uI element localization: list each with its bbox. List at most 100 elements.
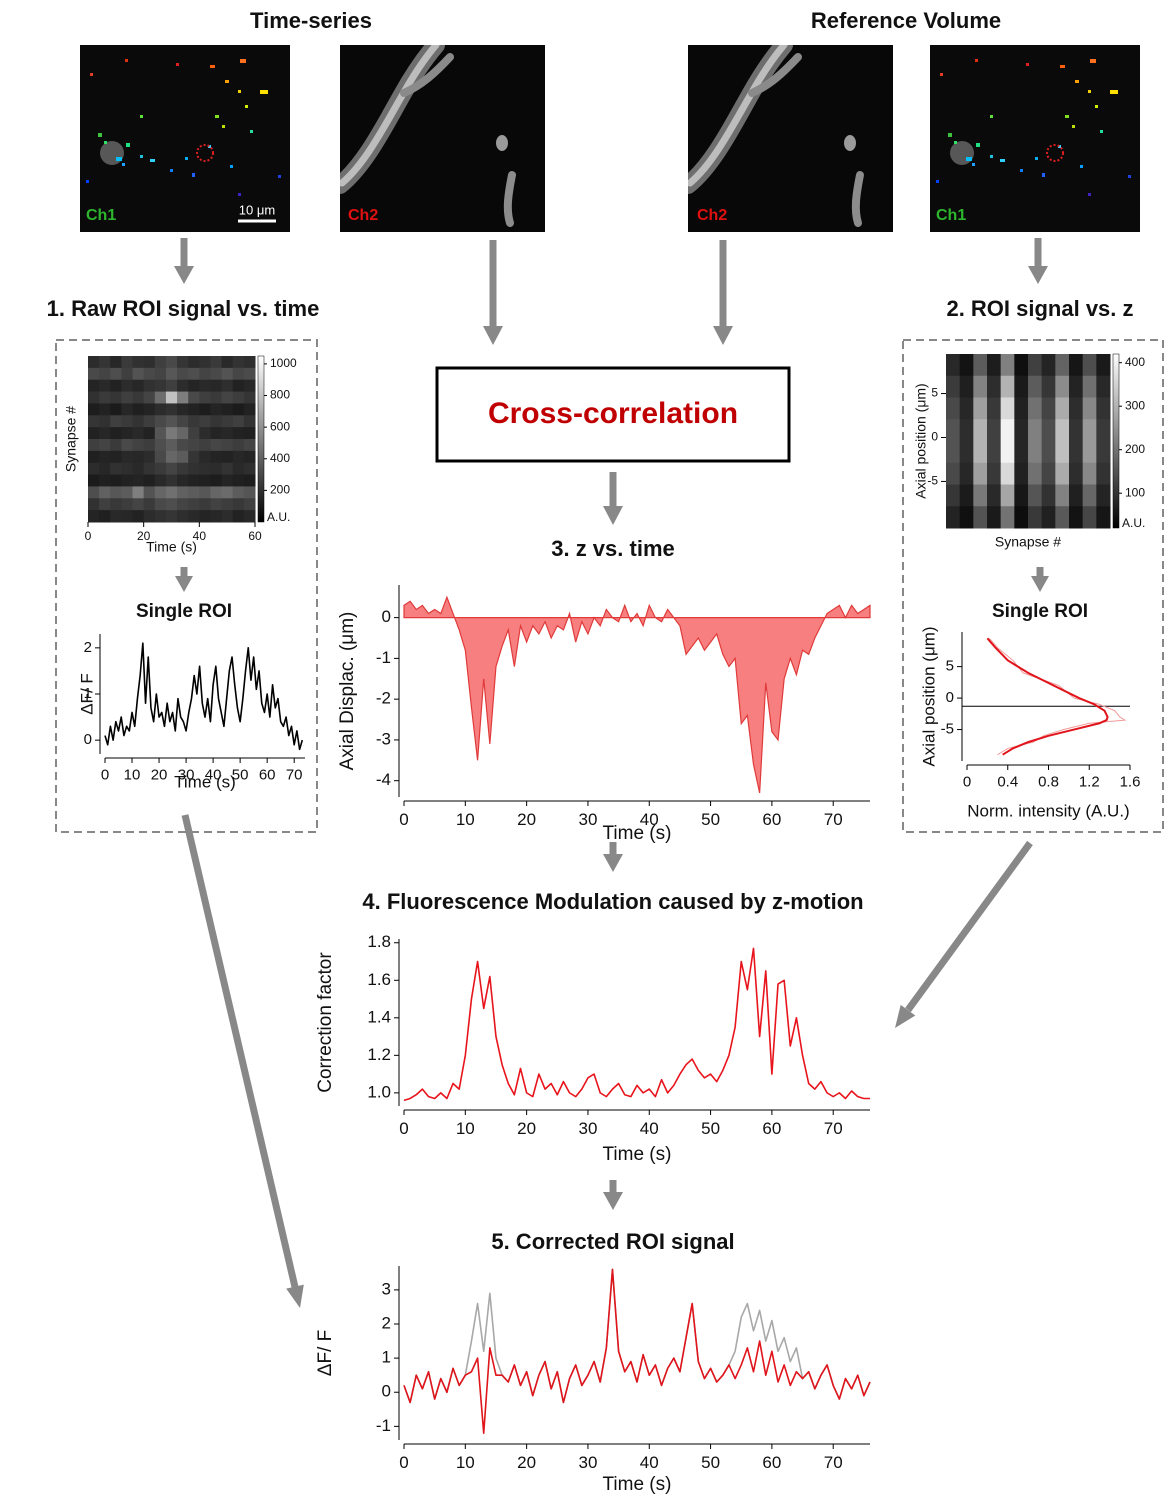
y-tick-label: -1 bbox=[376, 1416, 391, 1435]
x-axis-label: Time (s) bbox=[146, 539, 197, 555]
heat-cell bbox=[1069, 441, 1084, 464]
heat-cell bbox=[1000, 506, 1015, 529]
heat-cell bbox=[88, 391, 100, 404]
heat-cell bbox=[243, 510, 256, 523]
heat-cell bbox=[221, 403, 234, 416]
heat-cell bbox=[88, 403, 100, 416]
colorbar bbox=[257, 355, 265, 523]
heat-cell bbox=[232, 427, 245, 440]
heat-cell bbox=[154, 510, 167, 523]
heat-cell bbox=[1069, 462, 1084, 485]
heat-cell bbox=[110, 462, 122, 476]
x-tick-label: 50 bbox=[701, 810, 720, 829]
heat-cell bbox=[1000, 419, 1015, 442]
heat-cell bbox=[210, 391, 223, 404]
heat-cell bbox=[88, 367, 100, 381]
heat-cell bbox=[110, 367, 122, 381]
heat-cell bbox=[973, 462, 988, 485]
heat-cell bbox=[221, 356, 234, 369]
heat-cell bbox=[1000, 441, 1015, 464]
heat-cell bbox=[188, 439, 200, 452]
heat-cell bbox=[221, 439, 234, 452]
y-tick-label: -2 bbox=[376, 689, 391, 708]
y-tick-label: -1 bbox=[376, 648, 391, 667]
y-tick-label: 0 bbox=[931, 430, 938, 444]
channel-label: Ch2 bbox=[348, 207, 378, 224]
colorbar-tick-label: 100 bbox=[1125, 485, 1145, 499]
heat-cell bbox=[959, 354, 974, 377]
x-tick-label: 20 bbox=[137, 529, 151, 543]
heat-cell bbox=[99, 439, 111, 452]
heat-cell bbox=[132, 415, 145, 428]
heat-cell bbox=[1028, 462, 1043, 485]
heat-cell bbox=[1014, 354, 1029, 377]
heat-cell bbox=[243, 379, 256, 393]
heat-cell bbox=[946, 419, 961, 442]
heat-cell bbox=[973, 354, 988, 377]
colorbar-tick-label: 400 bbox=[270, 451, 290, 465]
heat-cell bbox=[121, 462, 134, 476]
heat-cell bbox=[188, 415, 200, 428]
process-label: Cross-correlation bbox=[488, 397, 738, 430]
data-area bbox=[403, 595, 871, 794]
heat-cell bbox=[154, 367, 167, 381]
heat-cell bbox=[1055, 462, 1070, 485]
heat-cell bbox=[232, 439, 245, 452]
heat-cell bbox=[959, 375, 974, 398]
heat-cell bbox=[987, 506, 1002, 529]
heat-cell bbox=[1028, 506, 1043, 529]
colorbar-tick-label: 400 bbox=[1125, 355, 1145, 369]
heat-cell bbox=[199, 474, 211, 487]
heat-cell bbox=[1000, 354, 1015, 377]
heat-cell bbox=[1014, 484, 1029, 507]
heat-cell bbox=[143, 462, 156, 476]
heat-cell bbox=[243, 450, 256, 464]
heat-cell bbox=[1028, 375, 1043, 398]
heat-cell bbox=[99, 403, 111, 416]
heat-cell bbox=[1041, 506, 1056, 529]
heat-cell bbox=[959, 419, 974, 442]
heat-cell bbox=[221, 510, 234, 523]
heat-cell bbox=[221, 486, 234, 499]
x-tick-label: 20 bbox=[517, 1453, 536, 1472]
heat-cell bbox=[143, 415, 156, 428]
heat-cell bbox=[1028, 484, 1043, 507]
heat-cell bbox=[987, 441, 1002, 464]
colorbar-tick-label: 800 bbox=[270, 388, 290, 402]
y-axis-label: Axial Displac. (μm) bbox=[337, 612, 358, 771]
heat-cell bbox=[1055, 441, 1070, 464]
heat-cell bbox=[946, 506, 961, 529]
heat-cell bbox=[1014, 375, 1029, 398]
heat-cell bbox=[1096, 462, 1111, 485]
heat-cell bbox=[121, 427, 134, 440]
heat-cell bbox=[959, 484, 974, 507]
heat-cell bbox=[154, 450, 167, 464]
heat-cell bbox=[188, 379, 200, 393]
x-tick-label: 1.6 bbox=[1120, 773, 1141, 790]
heat-cell bbox=[165, 462, 178, 476]
heat-cell bbox=[1055, 354, 1070, 377]
heat-cell bbox=[221, 498, 234, 511]
heat-cell bbox=[88, 439, 100, 452]
heat-cell bbox=[210, 415, 223, 428]
heat-cell bbox=[154, 474, 167, 487]
heat-cell bbox=[199, 439, 211, 452]
heat-cell bbox=[221, 462, 234, 476]
heat-cell bbox=[99, 462, 111, 476]
heat-cell bbox=[99, 474, 111, 487]
heat-cell bbox=[188, 367, 200, 381]
heat-cell bbox=[1028, 419, 1043, 442]
heat-cell bbox=[143, 367, 156, 381]
heat-cell bbox=[987, 462, 1002, 485]
heat-cell bbox=[987, 397, 1002, 420]
heat-cell bbox=[121, 391, 134, 404]
x-tick-label: 40 bbox=[205, 766, 222, 783]
heat-cell bbox=[121, 498, 134, 511]
heat-cell bbox=[110, 450, 122, 464]
x-axis-label: Synapse # bbox=[995, 534, 1061, 550]
heat-cell bbox=[1069, 375, 1084, 398]
heat-cell bbox=[1069, 506, 1084, 529]
heat-cell bbox=[154, 462, 167, 476]
x-tick-label: 40 bbox=[640, 1119, 659, 1138]
